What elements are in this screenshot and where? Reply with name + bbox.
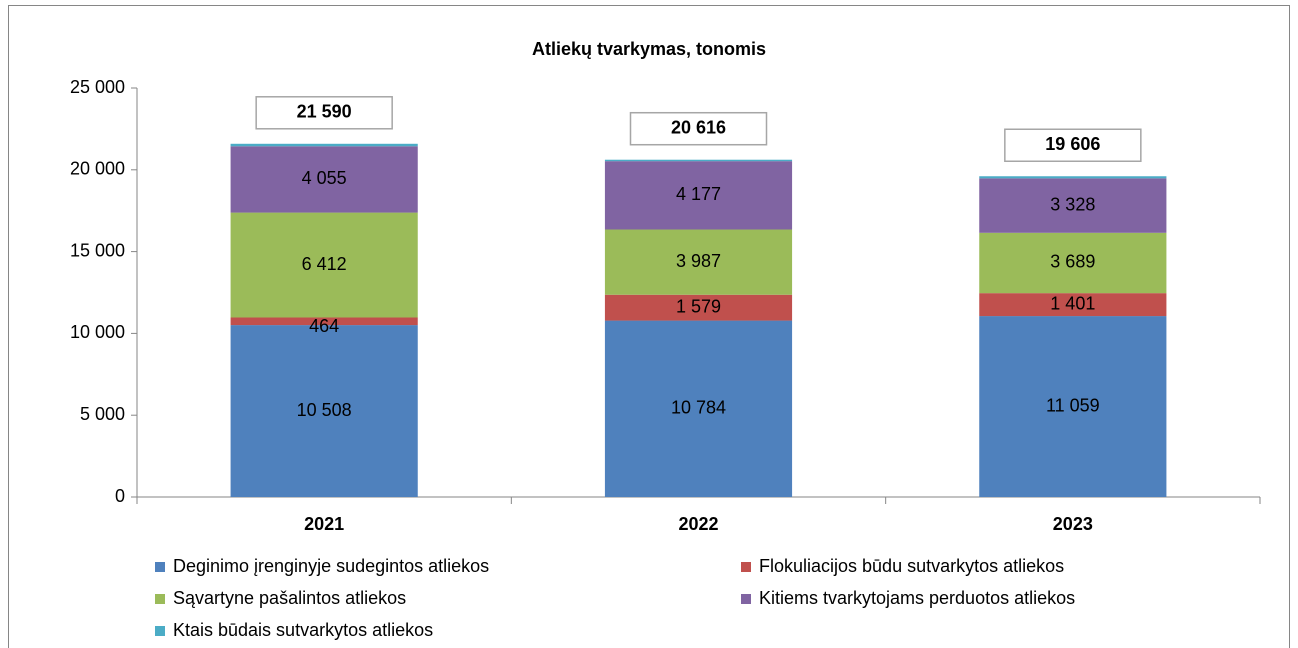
bar-segment [230,317,418,326]
legend-label: Deginimo įrenginyje sudegintos atliekos [173,556,489,576]
bar-segment [979,293,1167,317]
x-tick-label: 2023 [1053,514,1093,534]
bar-segment [979,178,1167,233]
data-label: 3 689 [1050,252,1095,272]
bar-segment [230,146,418,213]
bar-segment [604,320,793,497]
y-tick-label: 20 000 [70,159,125,179]
bar-segment [230,325,418,497]
data-label: 10 784 [671,398,726,418]
bar-segment [604,159,793,162]
bar-segment [604,294,793,321]
legend-swatch [741,594,751,604]
y-tick-label: 25 000 [70,77,125,97]
total-label: 19 606 [1045,134,1100,154]
data-label: 1 401 [1050,293,1095,313]
data-label: 464 [309,316,339,336]
total-box [1004,128,1142,162]
data-label: 3 987 [676,251,721,271]
data-label: 11 059 [1046,395,1100,415]
legend-label: Ktais būdais sutvarkytos atliekos [173,620,433,640]
bar-segment [230,212,418,318]
total-box [629,111,768,146]
bar-segment [604,229,793,295]
legend-label: Sąvartyne pašalintos atliekos [173,588,406,608]
legend-swatch [741,562,751,572]
data-label: 3 328 [1050,194,1095,214]
bar-segment [230,143,418,147]
bar-segment [979,316,1167,497]
legend-label: Flokuliacijos būdu sutvarkytos atliekos [759,556,1064,576]
data-label: 6 412 [302,254,347,274]
legend-label: Kitiems tvarkytojams perduotos atliekos [759,588,1075,608]
x-tick-label: 2021 [304,514,344,534]
bar-segment [604,161,793,230]
legend-swatch [155,626,165,636]
legend-swatch [155,594,165,604]
legend-swatch [155,562,165,572]
bar-segment [979,232,1167,294]
y-tick-label: 5 000 [80,404,125,424]
y-tick-label: 10 000 [70,322,125,342]
y-tick-label: 0 [115,486,125,506]
data-label: 1 579 [676,296,721,316]
y-tick-label: 15 000 [70,240,125,260]
total-box [255,96,393,130]
data-label: 10 508 [297,400,352,420]
bar-segment [979,176,1167,179]
total-label: 20 616 [671,117,726,137]
chart-title: Atliekų tvarkymas, tonomis [532,39,766,59]
data-label: 4 055 [302,168,347,188]
total-label: 21 590 [297,102,352,122]
data-label: 4 177 [676,184,721,204]
x-tick-label: 2022 [678,514,718,534]
